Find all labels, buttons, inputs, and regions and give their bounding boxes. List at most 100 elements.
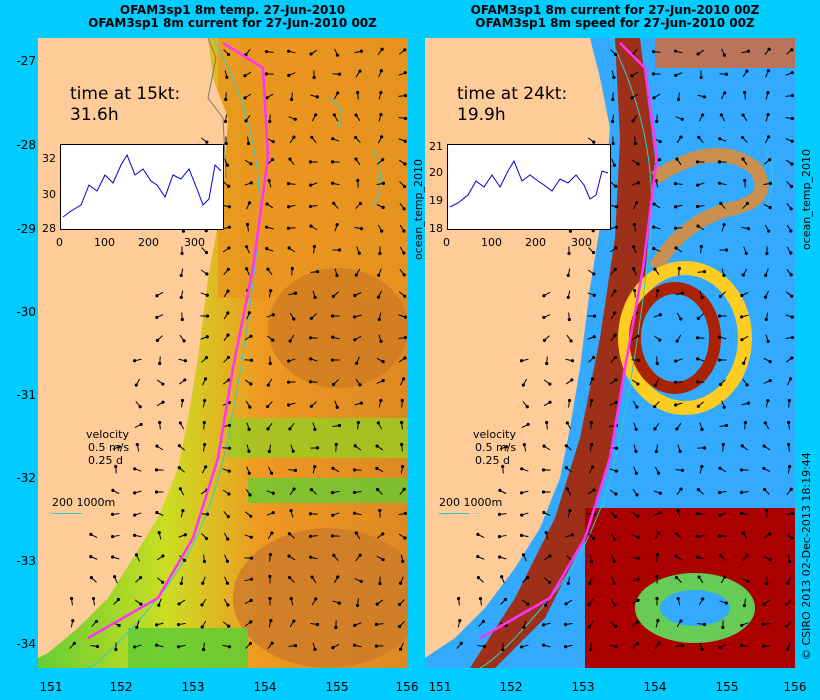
current-arrow-head [522,442,526,447]
current-arrow-head [352,490,357,495]
current-arrow-head [292,619,296,623]
current-arrow-head [335,273,339,277]
current-arrow-head [374,644,379,648]
current-arrow-head [286,49,291,53]
current-arrow-head [788,377,793,381]
current-arrow-head [337,72,342,76]
current-arrow-head [476,532,480,536]
current-arrow-head [381,205,385,210]
current-arrow-head [677,266,681,271]
current-arrow-head [590,377,595,381]
speed-map-panel: time at 24kt: 19.9h 21 20 19 18 0 100 20… [425,38,795,668]
current-arrow-head [308,204,313,209]
current-arrow-head [497,512,502,516]
current-arrow-head [765,251,769,256]
current-arrow-head [632,267,636,271]
current-arrow-head [356,178,360,183]
current-arrow-head [588,581,592,585]
current-arrow-head [790,93,795,98]
current-arrow-head [223,119,228,124]
current-arrow-head [636,598,640,603]
current-arrow-head [176,622,181,627]
current-arrow-head [330,534,335,538]
inset-x-tick: 100 [94,236,115,249]
current-arrow-head [521,383,525,387]
current-arrow-head [717,314,722,318]
current-arrow-head [724,423,729,428]
y-tick: -33 [16,554,36,568]
current-arrow-head [680,468,685,473]
current-arrow-head [696,224,700,228]
current-arrow-head [592,293,596,297]
current-arrow-head [243,96,247,100]
inset-y-tick: 21 [429,140,443,153]
current-arrow-head [243,74,247,78]
current-arrow-head [113,575,117,579]
current-arrow-head [176,645,181,649]
current-arrow-head [290,266,294,271]
current-arrow-head [381,181,386,185]
current-arrow-head [699,75,703,80]
current-arrow-head [132,533,137,538]
current-arrow-head [787,398,791,403]
current-arrow-head [570,378,574,382]
current-arrow-head [719,201,723,205]
current-arrow-head [179,295,183,300]
current-arrow-head [784,624,789,629]
current-arrow-head [766,339,770,343]
current-arrow-head [636,181,640,185]
current-arrow-head [398,647,403,651]
current-arrow-head [570,359,575,363]
current-arrow-head [161,580,165,584]
inset-x-tick: 0 [56,236,63,249]
current-arrow-head [310,575,314,579]
current-arrow-head [702,622,707,627]
left-inset-series [62,153,222,218]
current-arrow-head [567,317,571,322]
current-arrow-head [201,581,205,585]
current-arrow-head [155,444,159,448]
current-arrow-head [564,466,568,470]
current-arrow-head [205,335,209,339]
current-arrow-head [403,116,408,121]
current-arrow-head [768,158,772,162]
current-arrow-head [180,251,184,256]
current-arrow-head [161,554,165,558]
current-arrow-head [397,624,402,629]
current-arrow-head [249,181,253,185]
current-arrow-head [155,510,159,515]
current-arrow-head [717,534,722,538]
left-time-value: 31.6h [70,105,119,125]
right-velocity-key: velocity 0.5 m/s 0.25 d [473,428,516,467]
current-arrow-head [309,316,313,320]
current-arrow-head [245,267,249,271]
current-arrow-head [376,421,380,425]
current-arrow-head [331,646,335,650]
current-arrow-head [651,72,656,76]
current-arrow-head [589,442,594,447]
current-arrow-head [287,403,291,407]
current-arrow-head [614,645,619,649]
current-arrow-head [403,48,407,52]
current-arrow-head [205,140,209,144]
current-arrow-head [135,625,139,629]
current-arrow-head [701,597,705,601]
right-timeseries-inset [447,144,611,230]
current-arrow-head [544,603,548,607]
current-arrow-head [158,420,162,425]
left-depth-scale-line [52,513,82,514]
current-arrow-head [133,491,137,495]
current-arrow-head [334,442,338,447]
current-arrow-head [652,96,656,100]
current-arrow-head [741,273,745,277]
current-arrow-head [337,248,342,252]
current-arrow-head [331,382,336,387]
current-arrow-head [519,359,524,363]
current-arrow-head [633,141,638,146]
current-arrow-head [266,427,270,431]
current-arrow-head [155,623,159,627]
current-vector-field [456,47,795,652]
current-arrow-head [154,468,159,472]
current-arrow-head [768,181,773,185]
current-arrow-head [763,295,768,299]
